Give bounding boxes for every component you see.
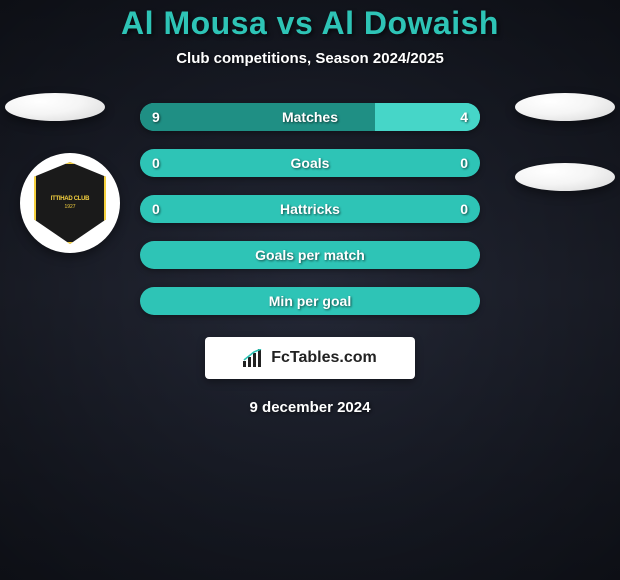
branding-text: FcTables.com — [271, 349, 377, 367]
stat-label: Goals — [291, 155, 330, 171]
left-avatar-column — [0, 93, 110, 121]
stat-label: Goals per match — [255, 247, 365, 263]
club-badge: ITTIHAD CLUB 1927 — [20, 153, 120, 253]
stat-value-left: 0 — [152, 155, 160, 171]
stat-row-goals: 0 0 Goals — [140, 149, 480, 177]
stat-label: Hattricks — [280, 201, 340, 217]
badge-text: ITTIHAD CLUB — [51, 196, 89, 203]
content: Al Mousa vs Al Dowaish Club competitions… — [0, 0, 620, 580]
branding-badge[interactable]: FcTables.com — [205, 337, 415, 379]
stat-label: Min per goal — [269, 293, 351, 309]
stat-row-matches: 9 4 Matches — [140, 103, 480, 131]
right-avatar-column — [510, 93, 620, 191]
stat-rows: 9 4 Matches 0 0 Goals 0 0 Hattricks Goals per mat… — [140, 103, 480, 315]
stat-value-left: 0 — [152, 201, 160, 217]
bar-fill-left — [140, 103, 375, 131]
player-left-avatar — [5, 93, 105, 121]
stat-value-left: 9 — [152, 109, 160, 125]
player-right-avatar-1 — [515, 93, 615, 121]
stat-value-right: 4 — [460, 109, 468, 125]
stat-row-hattricks: 0 0 Hattricks — [140, 195, 480, 223]
badge-year: 1927 — [64, 204, 75, 210]
stat-value-right: 0 — [460, 155, 468, 171]
stat-label: Matches — [282, 109, 338, 125]
subtitle: Club competitions, Season 2024/2025 — [176, 50, 444, 67]
page-title: Al Mousa vs Al Dowaish — [121, 5, 499, 42]
stat-row-min-per-goal: Min per goal — [140, 287, 480, 315]
date-text: 9 december 2024 — [250, 399, 371, 416]
badge-shield: ITTIHAD CLUB 1927 — [34, 162, 106, 244]
chart-icon — [243, 349, 265, 367]
stat-value-right: 0 — [460, 201, 468, 217]
stat-row-goals-per-match: Goals per match — [140, 241, 480, 269]
player-right-avatar-2 — [515, 163, 615, 191]
stats-area: ITTIHAD CLUB 1927 9 4 Matches 0 0 Goals 0 0 Hatt… — [0, 103, 620, 315]
